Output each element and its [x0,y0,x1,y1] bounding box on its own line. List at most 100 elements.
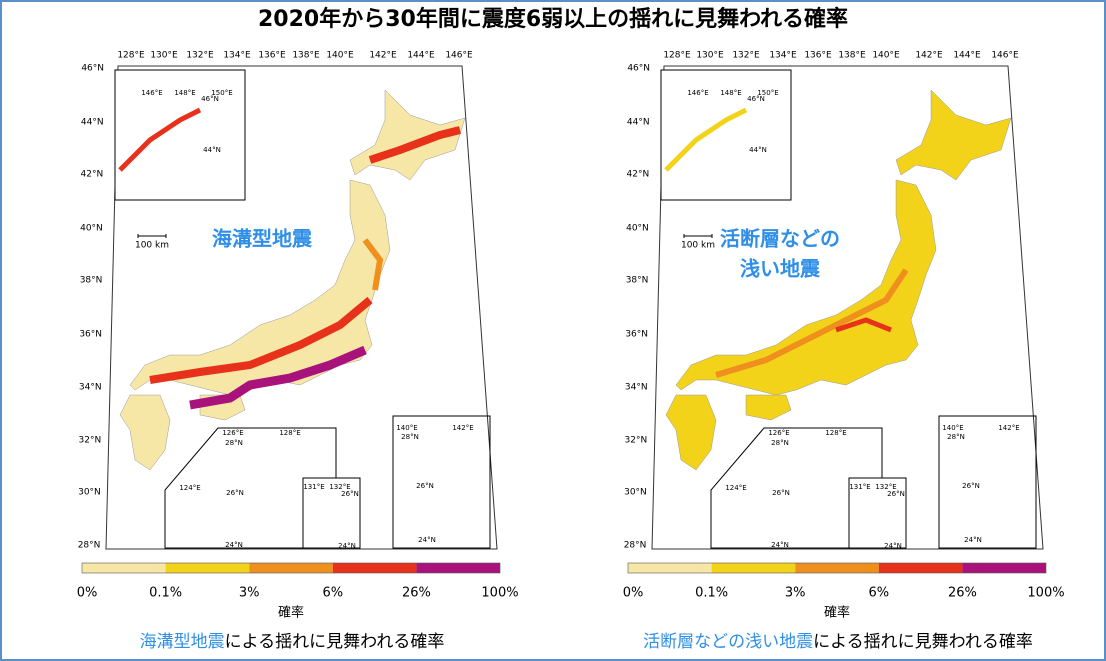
lon-label: 132°E [732,51,760,61]
legend-frame [81,562,501,574]
legend-frame [627,562,1047,574]
inset-label: 26°N [226,489,244,497]
lon-label: 136°E [258,51,286,61]
inset-label: 140°E [396,424,417,432]
legend-label: 3% [239,586,260,601]
inset [302,477,361,549]
inset-label: 44°N [749,146,767,154]
lat-label: 38°N [626,276,649,286]
inset-label: 24°N [771,541,789,549]
inset-label: 150°E [211,89,232,97]
inset-label: 28°N [947,433,965,441]
legend-swatch [711,563,796,573]
land [895,89,1012,181]
lat-label: 40°N [80,224,103,234]
land [119,394,171,471]
inset-label: 24°N [225,541,243,549]
land [745,394,792,421]
legend-swatch [628,563,712,573]
legend-title: 確率 [824,605,850,621]
land [129,179,391,396]
inset-label: 146°E [141,89,162,97]
lat-label: 44°N [81,118,104,128]
lon-label: 136°E [804,51,832,61]
inset-label: 24°N [884,542,902,550]
inset-label: 44°N [203,146,221,154]
lat-label: 28°N [624,541,647,551]
legend-label: 6% [868,586,889,601]
inset-label: 132°E [329,483,350,491]
map-frame [651,65,1044,550]
caption-rest: による揺れに見舞われる確率 [813,632,1033,652]
lat-label: 46°N [81,64,104,74]
lat-label: 30°N [624,488,647,498]
legend-title: 確率 [278,605,304,621]
inset-label: 28°N [401,433,419,441]
legend-label: 0.1% [695,586,728,601]
map-label: 浅い地震 [740,257,821,281]
inset-label: 124°E [179,484,200,492]
lat-label: 36°N [625,330,648,340]
inset-label: 142°E [452,424,473,432]
lon-label: 140°E [872,51,900,61]
inset-label: 148°E [720,89,741,97]
caption-highlight: 海溝型地震 [139,632,225,652]
inset [114,69,246,201]
scale-label: 100 km [135,241,169,251]
inset-label: 26°N [962,482,980,490]
hazard-zone [189,345,367,410]
inset-label: 128°E [825,429,846,437]
lon-label: 142°E [369,51,397,61]
legend-label: 0.1% [149,586,182,601]
inset-label: 126°E [222,429,243,437]
inset [392,415,491,549]
legend-swatch [332,563,417,573]
lon-label: 144°E [953,51,981,61]
kurils [664,107,748,172]
lon-label: 142°E [915,51,943,61]
lat-label: 36°N [79,330,102,340]
inset-label: 24°N [338,542,356,550]
caption-rest: による揺れに見舞われる確率 [224,632,445,652]
legend-swatch [962,563,1046,573]
inset-label: 26°N [887,490,905,498]
hazard-zone [835,317,892,333]
lat-label: 38°N [80,276,103,286]
lat-label: 44°N [627,118,650,128]
legend-swatch [82,563,166,573]
caption-highlight: 活断層などの浅い地震 [643,632,814,652]
inset-label: 140°E [942,424,963,432]
legend-swatch [878,563,963,573]
inset [938,415,1037,549]
lon-label: 128°E [117,51,145,61]
legend-swatch [416,563,500,573]
legend-swatch [249,563,333,573]
inset-label: 28°N [225,439,243,447]
title: 2020年から30年間に震度6弱以上の揺れに見舞われる確率 [258,6,848,32]
lon-label: 138°E [838,51,866,61]
inset-label: 142°E [998,424,1019,432]
lat-label: 34°N [79,383,102,393]
lat-label: 34°N [625,383,648,393]
lon-label: 128°E [663,51,691,61]
legend-label: 26% [948,586,977,601]
lon-label: 134°E [769,51,797,61]
legend-label: 100% [1027,586,1064,601]
inset-label: 124°E [725,484,746,492]
caption: 活断層などの浅い地震による揺れに見舞われる確率 [643,627,1033,652]
map-label: 活断層などの [720,227,840,251]
inset [660,69,792,201]
inset-label: 131°E [849,483,870,491]
inset-label: 24°N [418,536,436,544]
inset-label: 146°E [687,89,708,97]
inset-label: 24°N [964,536,982,544]
inset-label: 46°N [747,95,765,103]
hazard-zone [149,296,373,384]
inset-label: 26°N [416,482,434,490]
kurils [118,107,202,172]
scale-label: 100 km [681,241,715,251]
lat-label: 42°N [81,170,104,180]
lat-label: 42°N [627,170,650,180]
